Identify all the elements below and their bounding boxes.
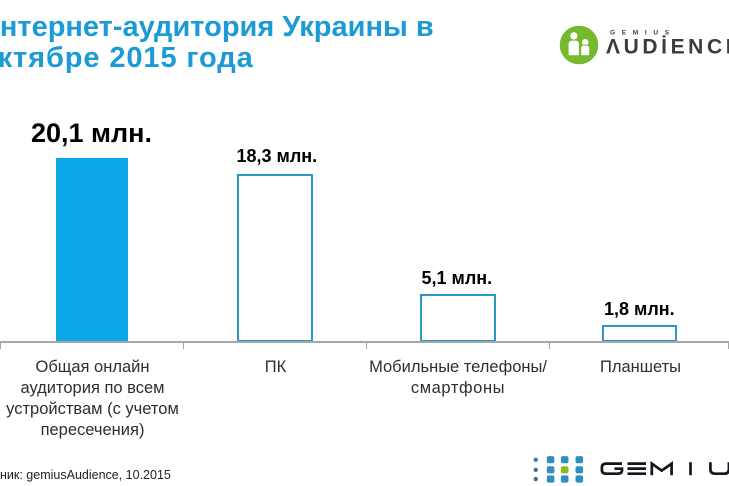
svg-text:GEMIUS: GEMIUS <box>610 30 676 37</box>
svg-text:ΛUDİENCE: ΛUDİENCE <box>606 35 729 58</box>
